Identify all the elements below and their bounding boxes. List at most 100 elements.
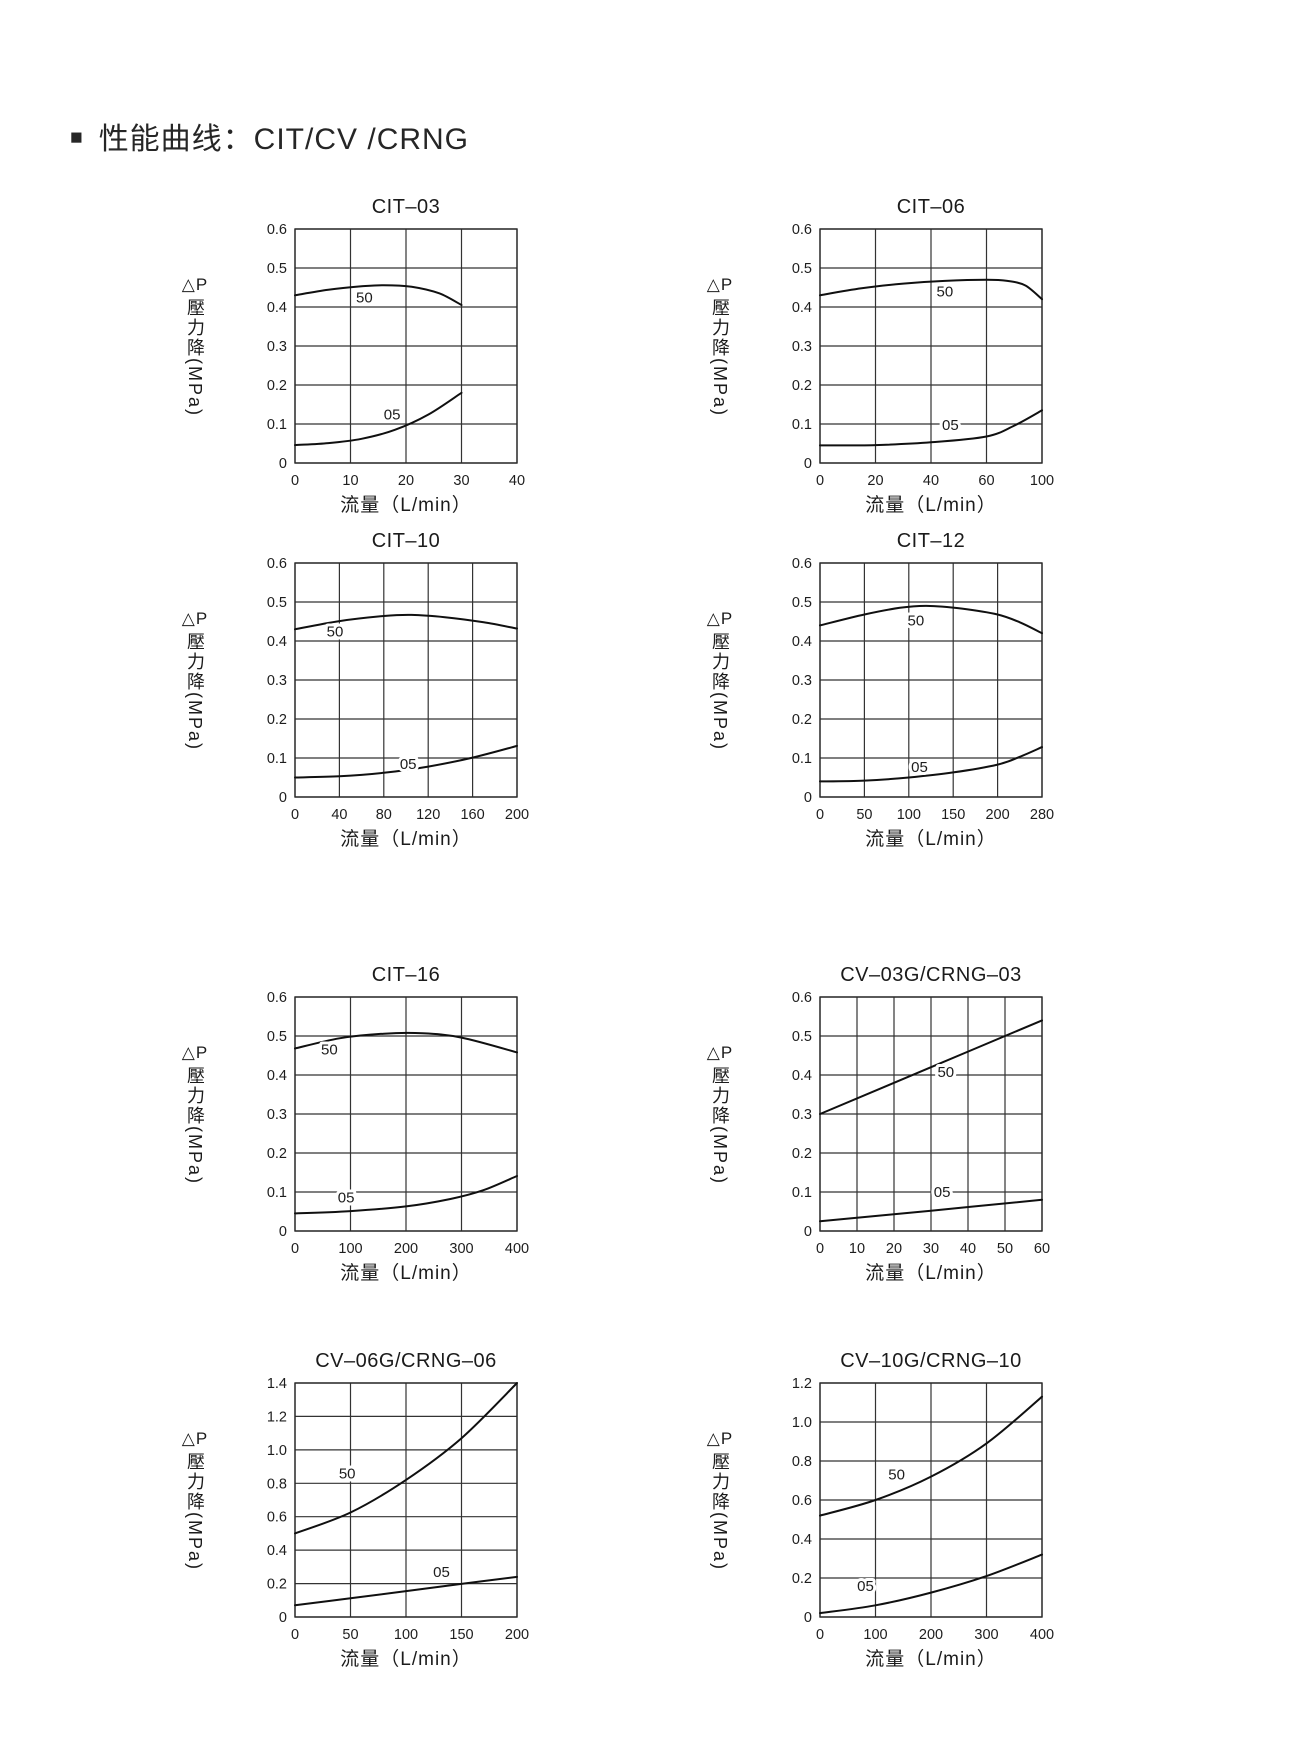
delta-p-label: △P bbox=[706, 275, 734, 294]
y-tick: 0.1 bbox=[267, 1185, 287, 1201]
x-axis-label: 流量（L/min） bbox=[340, 829, 472, 850]
x-tick: 150 bbox=[449, 1627, 473, 1643]
chart-cit-06: CIT–06 △P 壓力降(MPa) 0 0.1 0.2 0.3 0.4 0.5 0.6 0 2… bbox=[685, 196, 1125, 517]
y-tick: 0.8 bbox=[267, 1476, 287, 1492]
y-tick: 0.3 bbox=[267, 339, 287, 355]
x-tick: 100 bbox=[863, 1627, 887, 1643]
curve-05 bbox=[819, 409, 1043, 447]
curve-label-50: 50 bbox=[937, 283, 954, 300]
curve-05 bbox=[294, 1575, 518, 1607]
chart-title: CV–10G/CRNG–10 bbox=[840, 1350, 1022, 1372]
x-axis-label: 流量（L/min） bbox=[865, 1649, 997, 1670]
y-tick: 1.4 bbox=[267, 1376, 287, 1392]
chart-cv-06g-crng-06: CV–06G/CRNG–06 △P 壓力降(MPa) 0 0.2 0.4 0.6 0.8… bbox=[160, 1350, 600, 1671]
y-tick: 0.2 bbox=[792, 1571, 812, 1587]
axis-ticks: 0 0.1 0.2 0.3 0.4 0.5 0.6 0 100 200 300 400 bbox=[267, 990, 529, 1257]
axis-ticks: 0 0.1 0.2 0.3 0.4 0.5 0.6 0 10 20 30 40 50 60 bbox=[792, 990, 1050, 1257]
y-tick: 0 bbox=[279, 456, 287, 472]
y-tick: 0.3 bbox=[267, 673, 287, 689]
pressure-drop-label: 壓力降(MPa) bbox=[185, 1066, 205, 1185]
axis-ticks: 0 0.1 0.2 0.3 0.4 0.5 0.6 0 20 40 60 100 bbox=[792, 222, 1054, 489]
y-tick: 1.2 bbox=[792, 1376, 812, 1392]
y-tick: 0.3 bbox=[792, 673, 812, 689]
x-tick: 0 bbox=[816, 1241, 824, 1257]
grid-lines bbox=[294, 228, 518, 464]
x-tick: 0 bbox=[816, 473, 824, 489]
curve-label-50: 50 bbox=[327, 623, 344, 640]
x-tick: 100 bbox=[1030, 473, 1054, 489]
y-tick: 0.1 bbox=[792, 751, 812, 767]
curve-50 bbox=[819, 604, 1043, 635]
y-tick: 0.4 bbox=[792, 634, 812, 650]
y-tick: 0.2 bbox=[267, 378, 287, 394]
curve-05 bbox=[294, 1175, 518, 1215]
y-tick: 0.4 bbox=[792, 300, 812, 316]
square-bullet-icon: ■ bbox=[70, 125, 84, 149]
y-tick: 0.6 bbox=[792, 1493, 812, 1509]
x-axis-label: 流量（L/min） bbox=[340, 495, 472, 516]
chart-cit-16: CIT–16 △P 壓力降(MPa) 0 0.1 0.2 0.3 0.4 0.5 0.6 0 1… bbox=[160, 964, 600, 1285]
y-axis-label: △P 壓力降(MPa) bbox=[685, 1043, 755, 1185]
x-tick: 50 bbox=[342, 1627, 358, 1643]
curve-label-05: 05 bbox=[400, 756, 417, 773]
x-tick: 100 bbox=[394, 1627, 418, 1643]
plot-area: 0 0.1 0.2 0.3 0.4 0.5 0.6 0 10 20 30 40 50 05 bbox=[267, 222, 525, 489]
chart-title: CV–03G/CRNG–03 bbox=[840, 964, 1022, 986]
chart-cv-03g-crng-03: CV–03G/CRNG–03 △P 壓力降(MPa) 0 0.1 0.2 0.3 0.4… bbox=[685, 964, 1125, 1285]
y-tick: 0.6 bbox=[267, 1510, 287, 1526]
y-tick: 0.6 bbox=[267, 556, 287, 572]
y-tick: 0.6 bbox=[267, 222, 287, 238]
y-tick: 1.0 bbox=[267, 1443, 287, 1459]
x-tick: 10 bbox=[342, 473, 358, 489]
x-tick: 200 bbox=[505, 807, 529, 823]
delta-p-label: △P bbox=[181, 275, 209, 294]
curve-50 bbox=[819, 1395, 1043, 1517]
x-tick: 280 bbox=[1030, 807, 1054, 823]
curve-label-50: 50 bbox=[356, 290, 373, 307]
curve-label-05: 05 bbox=[338, 1190, 355, 1207]
x-tick: 60 bbox=[978, 473, 994, 489]
delta-p-label: △P bbox=[181, 1429, 209, 1448]
delta-p-label: △P bbox=[181, 1043, 209, 1062]
chart-cit-03: CIT–03 △P 壓力降(MPa) 0 0.1 0.2 0.3 0.4 0.5 0.6 0 1… bbox=[160, 196, 600, 517]
page-title: ■ 性能曲线：CIT/CV /CRNG bbox=[70, 114, 469, 158]
y-tick: 0.3 bbox=[792, 1107, 812, 1123]
plot-area: 0 0.1 0.2 0.3 0.4 0.5 0.6 0 100 200 300 400 50 05 bbox=[267, 990, 529, 1257]
x-tick: 40 bbox=[331, 807, 347, 823]
delta-p-label: △P bbox=[706, 1429, 734, 1448]
y-tick: 0.2 bbox=[792, 712, 812, 728]
x-tick: 100 bbox=[897, 807, 921, 823]
axis-ticks: 0 0.1 0.2 0.3 0.4 0.5 0.6 0 10 20 30 40 bbox=[267, 222, 525, 489]
x-tick: 300 bbox=[974, 1627, 998, 1643]
y-tick: 0.2 bbox=[267, 1146, 287, 1162]
y-axis-label: △P 壓力降(MPa) bbox=[685, 275, 755, 417]
y-axis-label: △P 壓力降(MPa) bbox=[160, 1429, 230, 1571]
curve-05 bbox=[819, 746, 1043, 783]
plot-area: 0 0.2 0.4 0.6 0.8 1.0 1.2 0 100 200 300 400 50 05 bbox=[792, 1376, 1054, 1643]
y-tick: 1.2 bbox=[267, 1409, 287, 1425]
x-tick: 200 bbox=[919, 1627, 943, 1643]
x-tick: 0 bbox=[291, 473, 299, 489]
plot-area: 0 0.1 0.2 0.3 0.4 0.5 0.6 0 50 100 150 200 280 50 05 bbox=[792, 556, 1054, 823]
y-tick: 0.3 bbox=[792, 339, 812, 355]
x-tick: 100 bbox=[338, 1241, 362, 1257]
x-tick: 300 bbox=[449, 1241, 473, 1257]
x-tick: 0 bbox=[816, 1627, 824, 1643]
y-tick: 0 bbox=[804, 1224, 812, 1240]
x-tick: 40 bbox=[923, 473, 939, 489]
x-tick: 200 bbox=[505, 1627, 529, 1643]
curve-50 bbox=[294, 1031, 518, 1054]
x-tick: 20 bbox=[886, 1241, 902, 1257]
x-tick: 0 bbox=[291, 1241, 299, 1257]
curve-50 bbox=[294, 1382, 518, 1535]
y-tick: 0.4 bbox=[267, 1543, 287, 1559]
y-tick: 0.5 bbox=[267, 261, 287, 277]
grid-lines bbox=[819, 1382, 1043, 1618]
pressure-drop-label: 壓力降(MPa) bbox=[185, 632, 205, 751]
chart-title: CIT–10 bbox=[371, 530, 441, 552]
chart-title: CV–06G/CRNG–06 bbox=[315, 1350, 497, 1372]
curve-label-05: 05 bbox=[934, 1184, 951, 1201]
y-axis-label: △P 壓力降(MPa) bbox=[685, 609, 755, 751]
curve-label-05: 05 bbox=[911, 759, 928, 776]
x-tick: 40 bbox=[509, 473, 525, 489]
